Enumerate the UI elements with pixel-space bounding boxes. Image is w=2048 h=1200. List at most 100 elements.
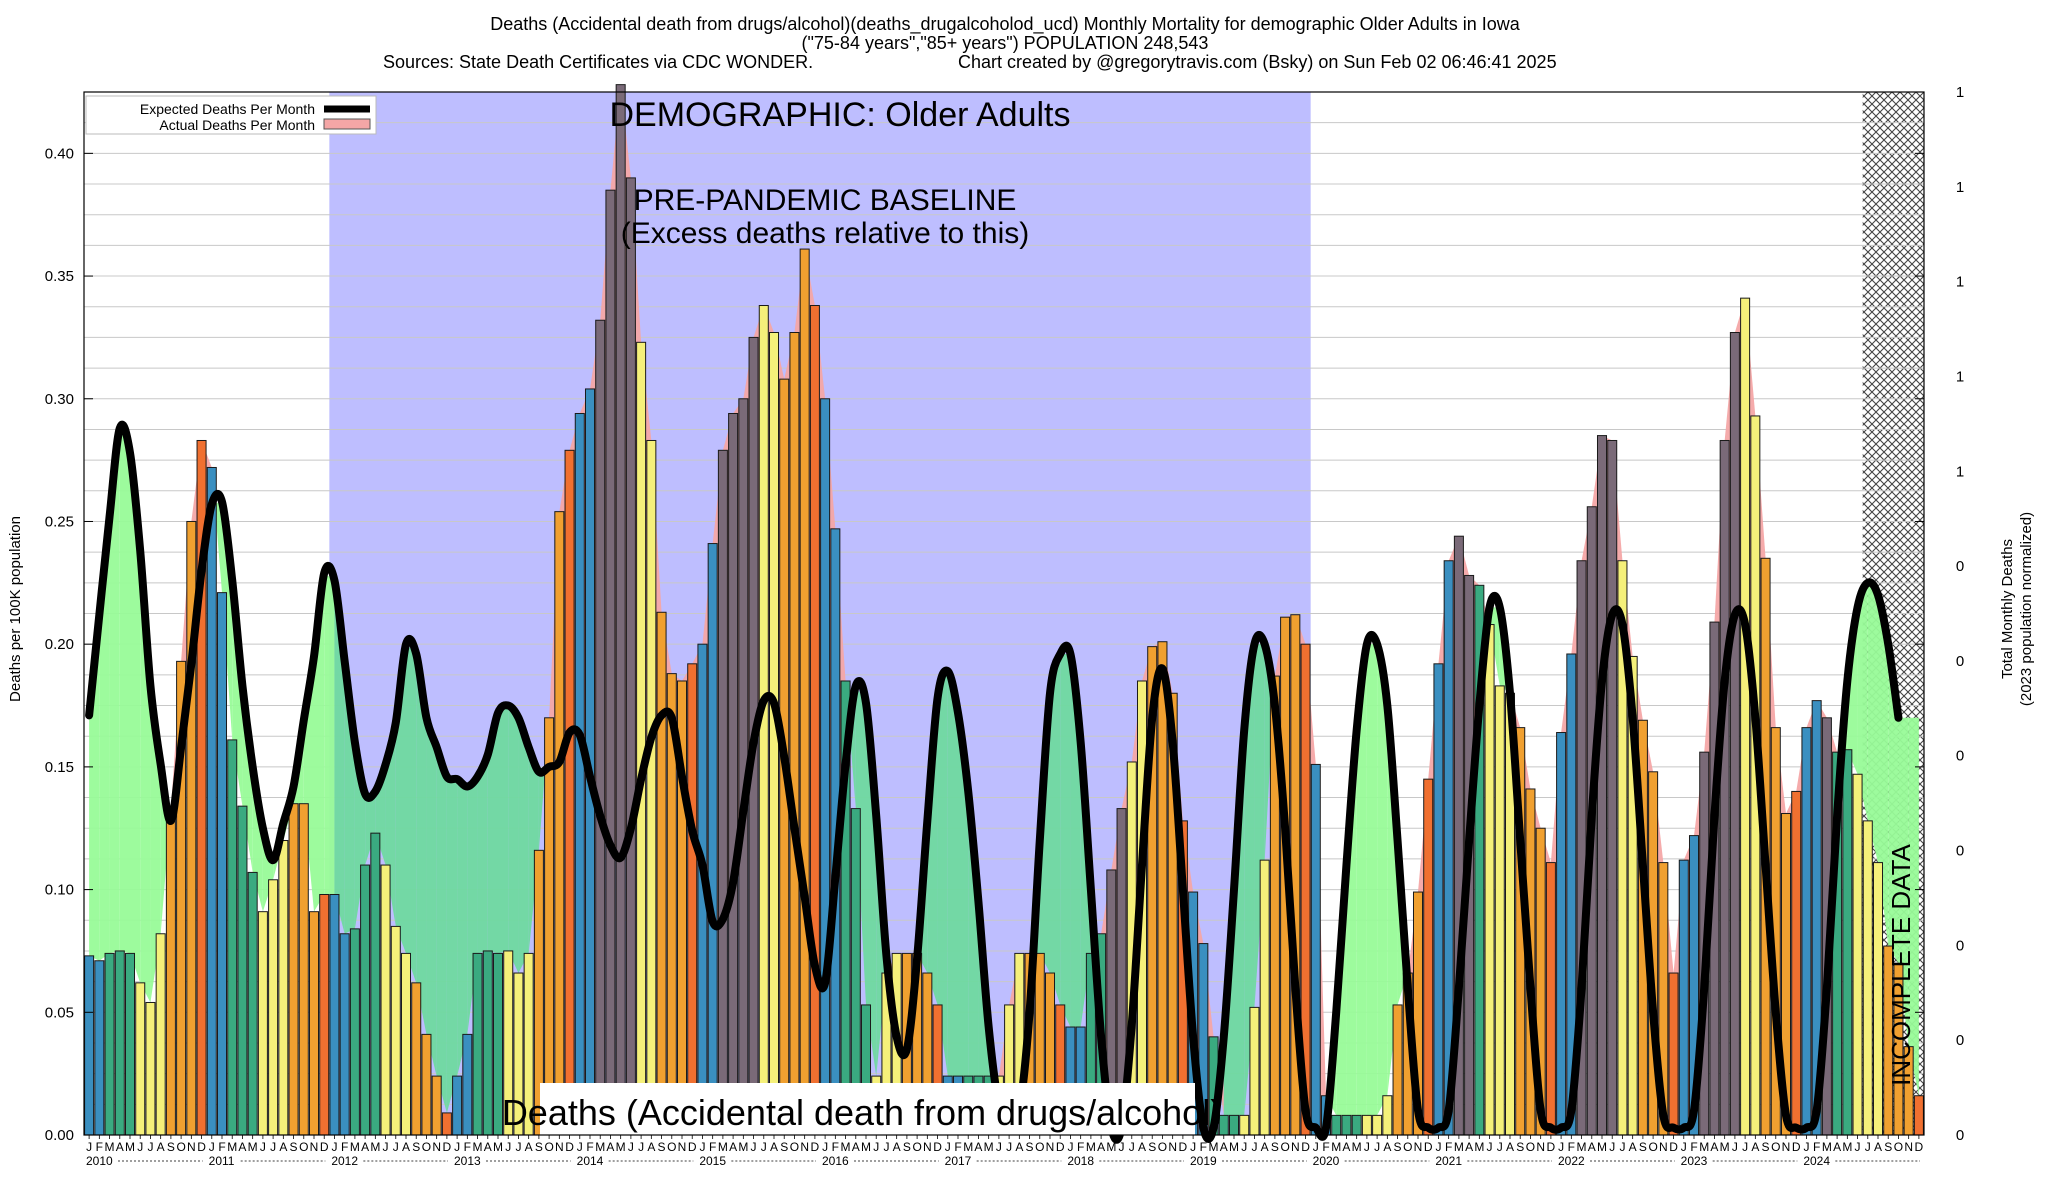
actual-bar (257, 911, 268, 1136)
month-label: M (1229, 1140, 1239, 1154)
actual-bar (462, 1033, 473, 1136)
month-label: M (1086, 1140, 1096, 1154)
y2-tick-label: 1 (1956, 179, 1964, 196)
month-label: N (923, 1140, 932, 1154)
year-label: 2016 (822, 1154, 849, 1168)
month-label: A (279, 1140, 287, 1154)
actual-bar (268, 879, 279, 1136)
month-label: F (954, 1140, 961, 1154)
year-label: 2018 (1067, 1154, 1094, 1168)
month-label: A (1874, 1140, 1882, 1154)
month-label: N (555, 1140, 564, 1154)
month-label: N (187, 1140, 196, 1154)
month-label: A (1833, 1140, 1841, 1154)
month-label: J (1865, 1140, 1871, 1154)
actual-bar (339, 933, 350, 1136)
month-label: J (1487, 1140, 1493, 1154)
month-label: J (577, 1140, 583, 1154)
month-label: M (718, 1140, 728, 1154)
gap-segment (1878, 595, 1889, 947)
month-label: A (1097, 1140, 1105, 1154)
month-label: M (841, 1140, 851, 1154)
month-label: F (1077, 1140, 1084, 1154)
year-label: 2022 (1558, 1154, 1585, 1168)
legend-expected-label: Expected Deaths Per Month (140, 101, 315, 117)
month-label: D (1915, 1140, 1924, 1154)
month-label: J (761, 1140, 767, 1154)
month-label: N (678, 1140, 687, 1154)
actual-bar (544, 717, 555, 1136)
y-tick-label: 0.30 (45, 391, 74, 408)
month-label: A (402, 1140, 410, 1154)
y-tick-label: 0.15 (45, 759, 74, 776)
gap-segment (1888, 644, 1899, 964)
actual-bar (707, 543, 718, 1136)
actual-bar (1392, 1004, 1403, 1136)
month-label: A (1138, 1140, 1146, 1154)
month-label: M (1699, 1140, 1709, 1154)
gap-segment (498, 705, 509, 954)
month-label: M (861, 1140, 871, 1154)
month-label: J (209, 1140, 215, 1154)
month-label: N (1904, 1140, 1913, 1154)
gap-segment (855, 685, 866, 1005)
actual-bar (206, 466, 217, 1136)
month-label: A (1261, 1140, 1269, 1154)
chart-sources: Sources: State Death Certificates via CD… (383, 52, 813, 72)
year-label: 2011 (209, 1154, 235, 1168)
actual-bar (411, 982, 422, 1136)
gap-segment (1254, 644, 1265, 1008)
month-label: N (1414, 1140, 1423, 1154)
month-label: M (1842, 1140, 1852, 1154)
month-label: N (1536, 1140, 1545, 1154)
month-label: M (1720, 1140, 1730, 1154)
year-label: 2013 (454, 1154, 481, 1168)
month-label: J (699, 1140, 705, 1154)
month-label: A (1383, 1140, 1391, 1154)
month-label: N (1291, 1140, 1300, 1154)
month-label: F (341, 1140, 348, 1154)
actual-bar (482, 950, 493, 1136)
month-label: A (1506, 1140, 1514, 1154)
month-label: A (525, 1140, 533, 1154)
gap-segment (1060, 653, 1071, 1028)
month-label: D (1547, 1140, 1556, 1154)
actual-bar (1423, 778, 1434, 1136)
gap-segment (1908, 717, 1919, 1096)
actual-bar (1228, 1114, 1240, 1136)
month-label: J (822, 1140, 828, 1154)
month-label: F (464, 1140, 471, 1154)
actual-bar (717, 449, 728, 1136)
year-label: 2020 (1313, 1154, 1340, 1168)
demographic-label: DEMOGRAPHIC: Older Adults (609, 96, 1070, 134)
month-label: J (137, 1140, 143, 1154)
month-label: S (1516, 1140, 1524, 1154)
month-label: M (1597, 1140, 1607, 1154)
month-label: J (1006, 1140, 1012, 1154)
month-label: M (1331, 1140, 1341, 1154)
actual-bar (1556, 732, 1567, 1136)
y-tick-label: 0.40 (45, 145, 74, 162)
month-label: J (260, 1140, 266, 1154)
gap-segment (130, 452, 141, 983)
month-label: M (473, 1140, 483, 1154)
actual-bar (728, 412, 739, 1136)
month-label: J (945, 1140, 951, 1154)
gap-segment (518, 717, 529, 974)
actual-bar (278, 840, 289, 1136)
month-label: A (1465, 1140, 1473, 1154)
gap-segment (947, 671, 958, 1077)
actual-bar (789, 332, 800, 1136)
actual-bar (227, 739, 238, 1136)
month-label: J (1742, 1140, 1748, 1154)
month-label: O (1035, 1140, 1044, 1154)
gap-segment (406, 644, 417, 983)
actual-bar (1913, 1095, 1924, 1136)
actual-bar (431, 1075, 442, 1136)
month-label: J (383, 1140, 389, 1154)
incomplete-data-label: INCOMPLETE DATA (1886, 843, 1916, 1085)
month-label: M (984, 1140, 994, 1154)
actual-bar (360, 864, 371, 1136)
month-label: O (1403, 1140, 1412, 1154)
